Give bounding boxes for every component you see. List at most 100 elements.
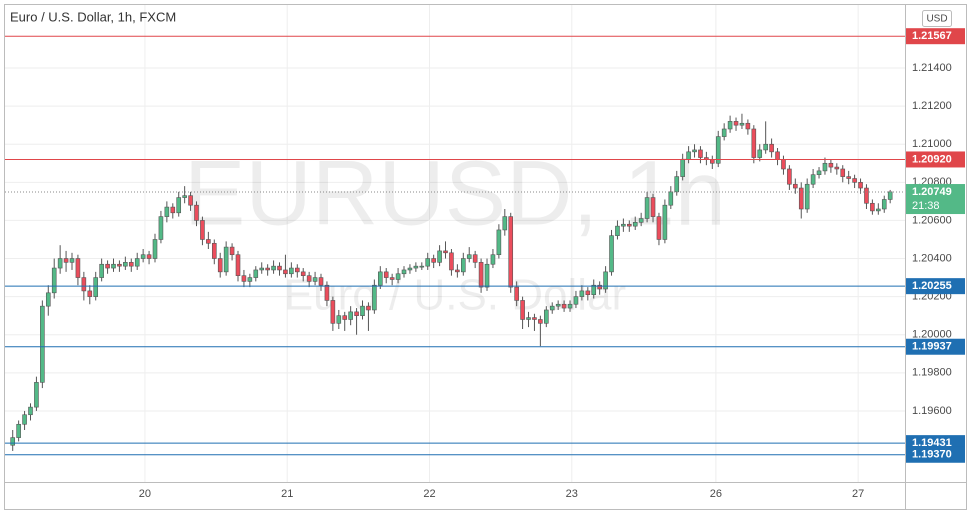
- level-label: 1.19937: [912, 341, 952, 353]
- candle-body: [615, 225, 620, 236]
- candle-body: [579, 290, 585, 297]
- candle-body: [34, 382, 39, 408]
- candle-body: [200, 220, 205, 240]
- candle-body: [63, 258, 69, 263]
- candle-body: [294, 267, 300, 273]
- currency-box[interactable]: [922, 10, 952, 27]
- candle-body: [277, 265, 282, 271]
- candle-body: [140, 254, 146, 259]
- candle-body: [549, 305, 555, 311]
- candle-body: [555, 303, 561, 307]
- candle-body: [241, 275, 247, 282]
- candle-body: [377, 271, 383, 286]
- candle-body: [354, 311, 359, 316]
- candle-body: [591, 284, 597, 296]
- candle-body: [128, 262, 134, 267]
- level-badge: [906, 151, 965, 168]
- candle-body: [538, 319, 543, 324]
- grid: [5, 5, 905, 482]
- candle-body: [526, 317, 531, 320]
- candle-body: [360, 305, 365, 316]
- x-tick-label: 22: [423, 488, 435, 500]
- candle-body: [259, 267, 265, 271]
- candle-body: [680, 159, 685, 177]
- candle-body: [10, 437, 16, 446]
- candle-body: [490, 254, 496, 265]
- candle-body: [389, 277, 395, 280]
- candle-body: [520, 300, 525, 320]
- candle-body: [158, 216, 164, 240]
- candle-body: [461, 258, 466, 273]
- level-badge: [906, 278, 965, 295]
- candle-body: [621, 223, 626, 227]
- candle-body: [781, 159, 786, 170]
- currency: USD: [926, 14, 947, 25]
- candle-body: [733, 121, 739, 126]
- candle-body: [431, 258, 436, 263]
- chart-frame: [4, 4, 967, 510]
- candle-body: [828, 162, 834, 168]
- candle-body: [289, 267, 294, 275]
- countdown-label: 21:38: [912, 200, 940, 212]
- candle-body: [502, 216, 508, 231]
- level-badge: [906, 28, 965, 45]
- candle-body: [692, 149, 697, 153]
- candle-body: [413, 265, 419, 269]
- candle-body: [271, 265, 276, 271]
- level-label: 1.20255: [912, 280, 952, 292]
- candle-body: [698, 149, 703, 158]
- candle-body: [816, 170, 822, 176]
- x-tick-label: 21: [281, 488, 293, 500]
- last-price-label: 1.20749: [912, 186, 952, 198]
- candle-body: [300, 271, 306, 276]
- candle-body: [597, 284, 602, 290]
- candle-body: [105, 263, 110, 269]
- candle-body: [798, 187, 804, 210]
- candle-body: [318, 277, 324, 286]
- candle-body: [146, 254, 152, 259]
- candle-body: [134, 258, 140, 267]
- candle-body: [324, 284, 330, 301]
- candle-body: [858, 182, 863, 189]
- candle-body: [455, 269, 460, 273]
- candle-body: [152, 239, 158, 259]
- candle-body: [93, 277, 99, 297]
- candle-body: [16, 423, 21, 438]
- candle-body: [887, 191, 893, 200]
- candle-body: [164, 206, 170, 217]
- level-label: 1.20920: [912, 153, 952, 165]
- watermark-subtitle: Euro / U.S. Dollar: [284, 271, 626, 320]
- candle-body: [662, 204, 668, 240]
- candle-body: [401, 269, 407, 275]
- candle-body: [437, 250, 442, 263]
- candle-body: [715, 136, 721, 164]
- candle-body: [668, 191, 674, 206]
- candle-body: [247, 277, 253, 282]
- y-tick-label: 1.20600: [912, 214, 952, 226]
- candle-body: [674, 176, 680, 193]
- candle-body: [235, 254, 241, 276]
- candle-body: [419, 265, 425, 268]
- candle-body: [336, 315, 342, 324]
- candle-body: [544, 309, 549, 324]
- candle-body: [745, 122, 751, 130]
- candle-body: [194, 204, 199, 221]
- candle-body: [870, 202, 875, 212]
- y-tick-label: 1.19600: [912, 405, 952, 417]
- candle-body: [87, 290, 93, 297]
- level-badge: [906, 446, 965, 463]
- level-label: 1.19370: [912, 449, 952, 461]
- candle-body: [28, 406, 33, 416]
- level-badge: [906, 338, 965, 355]
- candle-body: [182, 195, 187, 198]
- candle-body: [443, 250, 448, 254]
- candle-body: [22, 414, 27, 425]
- candle-body: [283, 269, 288, 275]
- candle-body: [111, 263, 116, 269]
- candle-body: [787, 168, 792, 185]
- candle-body: [727, 121, 733, 130]
- candle-body: [75, 258, 81, 278]
- candle-body: [793, 183, 798, 189]
- candle-body: [644, 197, 650, 219]
